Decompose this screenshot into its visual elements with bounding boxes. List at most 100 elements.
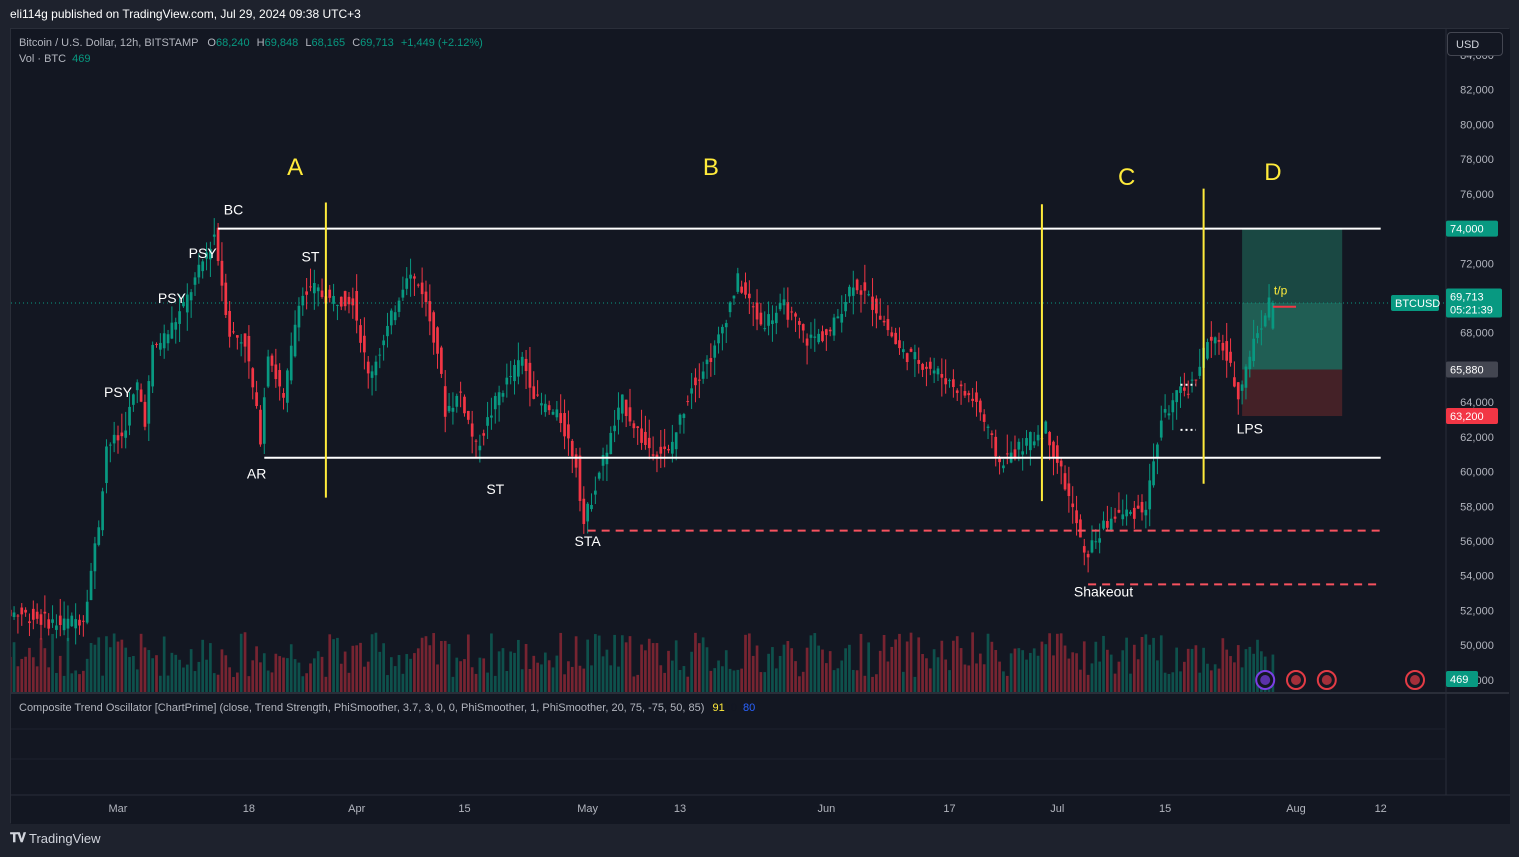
volume-bar [486, 672, 489, 692]
candle-body [432, 312, 436, 343]
volume-bar [836, 668, 840, 692]
candle-body [1206, 342, 1209, 359]
volume-badge: 469 [1450, 674, 1468, 686]
volume-bar [759, 672, 763, 692]
volume-bar [821, 649, 824, 692]
volume-bar [289, 644, 293, 692]
volume-bar [971, 632, 974, 692]
candle-body [1233, 377, 1236, 387]
candle-body [393, 312, 397, 321]
volume-bar [774, 668, 778, 692]
candle-body [66, 618, 70, 629]
volume-bar [586, 639, 590, 692]
candle-body [901, 349, 905, 353]
candle-body [721, 326, 724, 334]
candle-body [1117, 509, 1121, 513]
candle-body [774, 312, 778, 324]
candle-body [1267, 297, 1271, 318]
volume-bar [944, 659, 948, 692]
candle-body [232, 331, 235, 333]
candle-body [1036, 434, 1040, 441]
candle-body [328, 289, 332, 298]
time-tick-label: 17 [943, 803, 955, 815]
volume-bar [305, 673, 308, 692]
symbol-legend: Bitcoin / U.S. Dollar, 12h, BITSTAMP O68… [19, 37, 483, 49]
volume-bar [309, 663, 312, 692]
candle-body [1079, 519, 1082, 538]
entry-price-badge: 65,880 [1450, 365, 1484, 377]
candle-body [978, 400, 982, 413]
volume-bar [343, 651, 347, 692]
volume-badge-bg [1446, 671, 1478, 687]
time-tick-label: May [577, 803, 598, 815]
candle-body [382, 340, 385, 346]
candle-body [528, 362, 532, 388]
candle-body [694, 377, 697, 386]
volume-bar [1102, 635, 1105, 692]
volume-bar [1148, 644, 1152, 692]
candle-body [255, 392, 258, 406]
candle-body [782, 299, 786, 306]
volume-bar [1055, 633, 1059, 692]
candle-body [647, 437, 651, 449]
volume-bar [644, 650, 647, 692]
volume-bar [124, 647, 128, 692]
candle-body [713, 345, 717, 358]
volume-group [11, 632, 1275, 692]
currency-button[interactable]: USD [1447, 32, 1503, 56]
tradingview-logo[interactable]: 𝐓𝐕 TradingView [10, 830, 101, 846]
chart-frame[interactable]: t/pABCDPSYPSYPSYBCSTARSTSTAShakeoutLPS48… [10, 28, 1510, 824]
volume-bar [62, 675, 66, 692]
volume-bar [863, 675, 867, 692]
indicator-value-1: 91 [712, 702, 725, 714]
candle-body [809, 334, 813, 338]
candle-body [948, 380, 951, 382]
volume-bar [359, 642, 362, 692]
time-tick-label: 15 [458, 803, 470, 815]
candle-body [1163, 409, 1167, 413]
candle-body [717, 334, 720, 344]
volume-bar [158, 675, 162, 692]
volume-bar [894, 639, 897, 692]
candle-body [459, 391, 462, 393]
volume-bar [339, 663, 343, 692]
close-label: C [352, 37, 361, 49]
candle-body [601, 454, 605, 466]
candle-body [1225, 341, 1229, 361]
price-chart[interactable]: t/pABCDPSYPSYPSYBCSTARSTSTAShakeoutLPS48… [11, 29, 1510, 824]
volume-bar [705, 647, 709, 692]
resistance-price-badge-bg [1446, 220, 1498, 237]
candle-body [1248, 356, 1252, 370]
candle-body [751, 306, 755, 308]
volume-bar [355, 645, 359, 692]
candle-body [1106, 521, 1109, 528]
volume-bar [189, 649, 193, 692]
candle-body [855, 279, 859, 291]
high-value: 69,848 [264, 37, 299, 49]
volume-bar [459, 661, 462, 692]
candle-body [559, 413, 563, 424]
volume-bar [855, 670, 859, 692]
volume-bar [736, 669, 740, 692]
volume-bar [540, 664, 543, 692]
candle-body [636, 426, 640, 429]
candle-body [971, 398, 974, 401]
candle-body [1144, 509, 1148, 516]
candle-body [1129, 511, 1132, 514]
candle-body [778, 302, 782, 310]
volume-bar [555, 655, 559, 692]
volume-bar [998, 661, 1001, 692]
candle-body [732, 295, 736, 299]
candle-body [832, 317, 836, 336]
volume-bar [262, 653, 266, 692]
candle-body [628, 407, 632, 422]
candle-body [297, 305, 301, 328]
volume-bar [751, 655, 755, 692]
volume-bar [786, 641, 790, 692]
volume-bar [551, 667, 555, 692]
volume-bar [651, 643, 655, 692]
indicator-title: Composite Trend Oscillator [ChartPrime] … [19, 702, 705, 714]
annotation-psy: PSY [158, 290, 187, 306]
indicator-legend[interactable]: Composite Trend Oscillator [ChartPrime] … [19, 702, 755, 714]
volume-bar [1086, 674, 1090, 692]
